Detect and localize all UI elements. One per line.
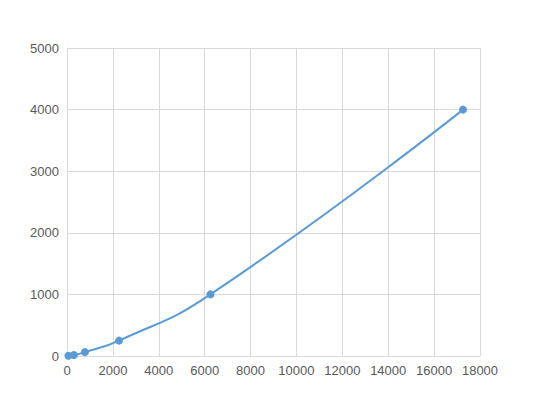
svg-text:0: 0	[63, 363, 70, 378]
svg-text:14000: 14000	[370, 363, 406, 378]
svg-text:3000: 3000	[30, 164, 59, 179]
svg-text:10000: 10000	[278, 363, 314, 378]
svg-text:18000: 18000	[462, 363, 498, 378]
svg-text:2000: 2000	[30, 225, 59, 240]
svg-text:5000: 5000	[30, 41, 59, 56]
svg-text:4000: 4000	[30, 102, 59, 117]
svg-text:6000: 6000	[190, 363, 219, 378]
svg-text:16000: 16000	[416, 363, 452, 378]
svg-text:1000: 1000	[30, 287, 59, 302]
svg-text:2000: 2000	[98, 363, 127, 378]
svg-text:4000: 4000	[144, 363, 173, 378]
svg-text:12000: 12000	[324, 363, 360, 378]
svg-text:8000: 8000	[236, 363, 265, 378]
svg-text:0: 0	[52, 349, 59, 364]
